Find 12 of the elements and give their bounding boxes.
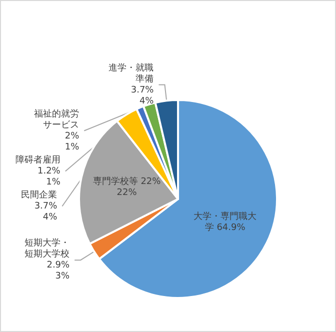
data-label: 3.7% 4% (34, 201, 58, 222)
slice-label: 福祉的就労サービス (34, 108, 80, 130)
slice-label: 障碍者雇用 (15, 154, 60, 166)
slice-label: 民間企業 (21, 189, 58, 200)
data-label: 3.7% 4% (130, 85, 154, 106)
slice-label: 短期大学・短期大学校 (24, 238, 70, 260)
data-label: 2% 1% (64, 131, 80, 152)
slice-label: 大学・専門職大学 64.9% (194, 210, 257, 233)
data-label: 2.9% 3% (46, 260, 70, 282)
slice-label: 専門学校等 22% 22% (92, 176, 162, 198)
slice-label: 進学・就職準備 (108, 62, 154, 84)
data-label: 1.2% 1% (37, 166, 61, 188)
